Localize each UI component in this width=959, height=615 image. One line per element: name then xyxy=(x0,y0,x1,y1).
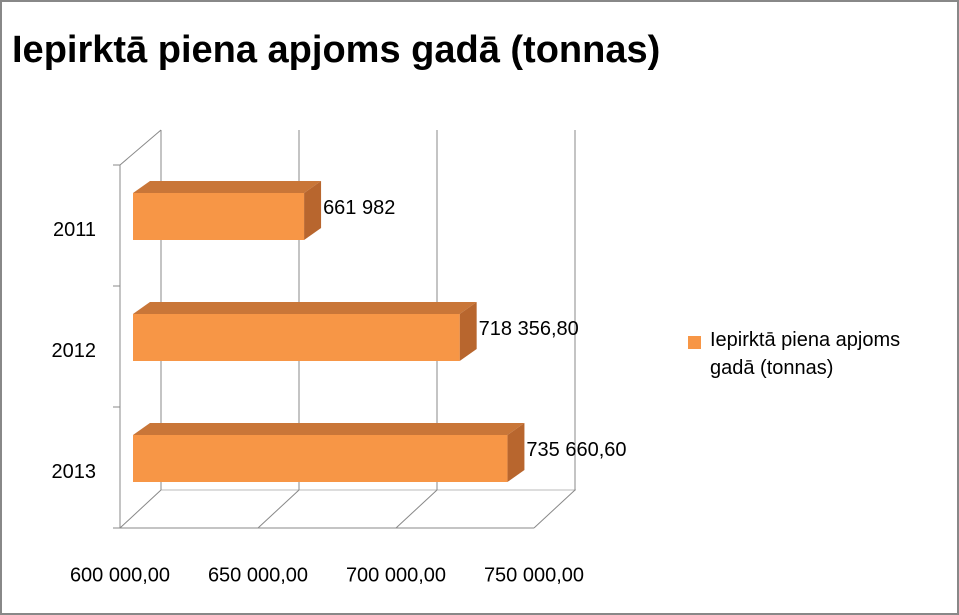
legend-label: Iepirktā piena apjoms gadā (tonnas) xyxy=(710,329,901,379)
left-wall-top xyxy=(119,129,162,166)
legend-swatch xyxy=(688,336,701,349)
x-tick-label: 600 000,00 xyxy=(70,564,170,586)
x-tick-label: 700 000,00 xyxy=(346,564,446,586)
floor-grid-line xyxy=(533,489,576,529)
data-label: 661 982 xyxy=(323,197,395,219)
chart-title: Iepirktā piena apjoms gadā (tonnas) xyxy=(12,29,660,71)
data-label: 735 660,60 xyxy=(526,439,626,461)
floor-grid-line xyxy=(119,489,162,529)
bar-top xyxy=(133,423,525,435)
bar xyxy=(133,314,460,361)
x-tick-label: 650 000,00 xyxy=(208,564,308,586)
y-tick-label: 2011 xyxy=(53,219,96,241)
bar-side xyxy=(304,181,322,240)
bar-top xyxy=(133,181,322,193)
bar xyxy=(133,193,305,240)
x-tick-label: 750 000,00 xyxy=(484,564,584,586)
data-label: 718 356,80 xyxy=(479,318,579,340)
y-tick-label: 2013 xyxy=(52,461,97,483)
floor-grid-line xyxy=(257,489,300,529)
bar-top xyxy=(133,302,477,314)
bar-side xyxy=(459,302,477,361)
bar xyxy=(133,435,508,482)
bar-side xyxy=(507,423,525,482)
y-tick-label: 2012 xyxy=(52,340,97,362)
floor-grid-line xyxy=(395,489,438,529)
